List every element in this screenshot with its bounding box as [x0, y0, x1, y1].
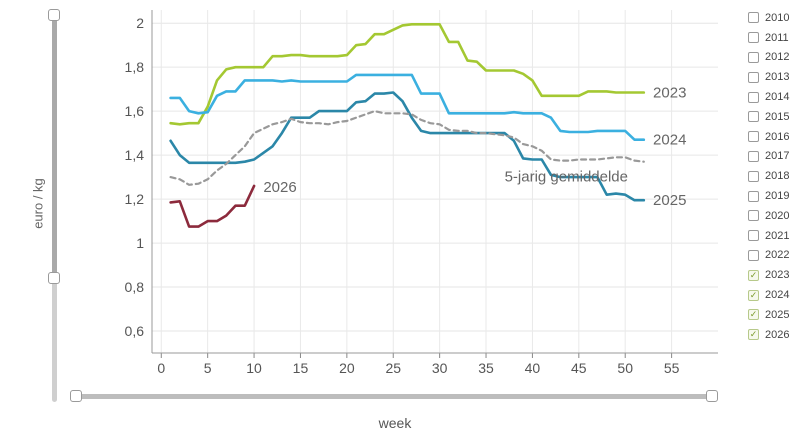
chart-series-labels: 2023 2024 2025 2026 5-jarig gemiddelde	[263, 84, 686, 209]
legend-item-2025[interactable]: ✓ 2025	[748, 305, 794, 325]
legend-item-2013[interactable]: 2013	[748, 67, 794, 87]
legend-checkbox[interactable]: ✓	[748, 309, 759, 321]
legend-item-2016[interactable]: 2016	[748, 127, 794, 147]
y-range-slider-selection	[52, 14, 57, 278]
chart-grid	[152, 10, 718, 353]
legend-label: 2015	[765, 110, 790, 123]
legend-checkbox[interactable]: ✓	[748, 289, 759, 301]
series-label: 5-jarig gemiddelde	[505, 169, 628, 186]
x-tick-label: 10	[246, 360, 262, 376]
series-line-2024	[169, 73, 646, 141]
legend-label: 2025	[765, 308, 790, 321]
legend-item-2023[interactable]: ✓ 2023	[748, 265, 794, 285]
legend-item-2019[interactable]: 2019	[748, 186, 794, 206]
y-tick-label: 0,8	[125, 279, 145, 295]
legend-checkbox[interactable]	[748, 111, 759, 123]
x-tick-label: 45	[571, 360, 587, 376]
legend-item-2024[interactable]: ✓ 2024	[748, 285, 794, 305]
y-tick-label: 1,2	[125, 191, 145, 207]
legend-label: 2019	[765, 190, 790, 203]
y-tick-label: 1	[136, 235, 144, 251]
legend-checkbox[interactable]: ✓	[748, 269, 759, 281]
legend-checkbox[interactable]	[748, 249, 759, 261]
series-line-5-jarig-gemiddelde	[169, 110, 645, 186]
legend-item-2026[interactable]: ✓ 2026	[748, 325, 794, 345]
x-tick-label: 35	[478, 360, 494, 376]
legend-item-2021[interactable]: 2021	[748, 226, 794, 246]
legend-checkbox[interactable]	[748, 71, 759, 83]
y-tick-label: 1,6	[125, 103, 145, 119]
legend-checkbox[interactable]	[748, 91, 759, 103]
series-label: 2023	[653, 84, 686, 101]
y-tick-label: 0,6	[125, 323, 145, 339]
legend-label: 2016	[765, 130, 790, 143]
x-tick-label: 50	[617, 360, 633, 376]
legend-checkbox[interactable]: ✓	[748, 329, 759, 341]
legend-item-2015[interactable]: 2015	[748, 107, 794, 127]
legend-label: 2011	[765, 31, 789, 44]
x-tick-label: 30	[432, 360, 448, 376]
year-legend: 2010 2011 2012 2013 2014 2015 2016 2017 2018 2019…	[748, 8, 794, 345]
legend-item-2012[interactable]: 2012	[748, 48, 794, 68]
series-line-2025	[169, 91, 646, 202]
legend-item-2011[interactable]: 2011	[748, 28, 794, 48]
x-tick-label: 40	[525, 360, 541, 376]
x-slider-right-handle[interactable]	[706, 390, 718, 402]
legend-label: 2026	[765, 328, 790, 341]
legend-label: 2018	[765, 170, 790, 183]
x-tick-label: 0	[157, 360, 165, 376]
series-label: 2026	[263, 179, 296, 196]
legend-checkbox[interactable]	[748, 150, 759, 162]
legend-checkbox[interactable]	[748, 230, 759, 242]
y-axis-label: euro / kg	[30, 178, 46, 229]
y-slider-top-handle[interactable]	[48, 9, 60, 21]
x-range-slider[interactable]	[74, 394, 714, 399]
legend-checkbox[interactable]	[748, 210, 759, 222]
y-slider-bottom-handle[interactable]	[48, 272, 60, 284]
x-tick-label: 15	[293, 360, 309, 376]
series-line-2023	[169, 23, 646, 126]
legend-label: 2020	[765, 209, 790, 222]
legend-label: 2022	[765, 249, 790, 262]
chart-series	[169, 23, 646, 228]
x-tick-label: 55	[664, 360, 680, 376]
x-slider-left-handle[interactable]	[70, 390, 82, 402]
legend-label: 2023	[765, 269, 790, 282]
legend-item-2020[interactable]: 2020	[748, 206, 794, 226]
legend-checkbox[interactable]	[748, 190, 759, 202]
x-tick-label: 20	[339, 360, 355, 376]
legend-item-2017[interactable]: 2017	[748, 147, 794, 167]
legend-label: 2021	[765, 229, 790, 242]
legend-checkbox[interactable]	[748, 131, 759, 143]
legend-label: 2014	[765, 91, 790, 104]
legend-item-2022[interactable]: 2022	[748, 246, 794, 266]
legend-checkbox[interactable]	[748, 51, 759, 63]
legend-checkbox[interactable]	[748, 32, 759, 44]
legend-item-2018[interactable]: 2018	[748, 166, 794, 186]
legend-label: 2017	[765, 150, 790, 163]
x-axis-label: week	[378, 415, 412, 431]
legend-item-2014[interactable]: 2014	[748, 87, 794, 107]
legend-label: 2010	[765, 11, 790, 24]
y-tick-label: 2	[136, 15, 144, 31]
series-label: 2025	[653, 192, 686, 209]
x-tick-label: 5	[204, 360, 212, 376]
legend-checkbox[interactable]	[748, 12, 759, 24]
chart-axes: 0,60,811,21,41,61,820 5 10 15 20 25 30 35 40 45 50…	[125, 10, 718, 376]
legend-label: 2024	[765, 289, 790, 302]
y-tick-label: 1,4	[125, 147, 145, 163]
series-line-2026	[169, 184, 256, 228]
legend-label: 2013	[765, 71, 790, 84]
series-label: 2024	[653, 132, 686, 149]
legend-checkbox[interactable]	[748, 170, 759, 182]
legend-label: 2012	[765, 51, 790, 64]
y-tick-label: 1,8	[125, 59, 145, 75]
x-tick-label: 25	[385, 360, 401, 376]
legend-item-2010[interactable]: 2010	[748, 8, 794, 28]
